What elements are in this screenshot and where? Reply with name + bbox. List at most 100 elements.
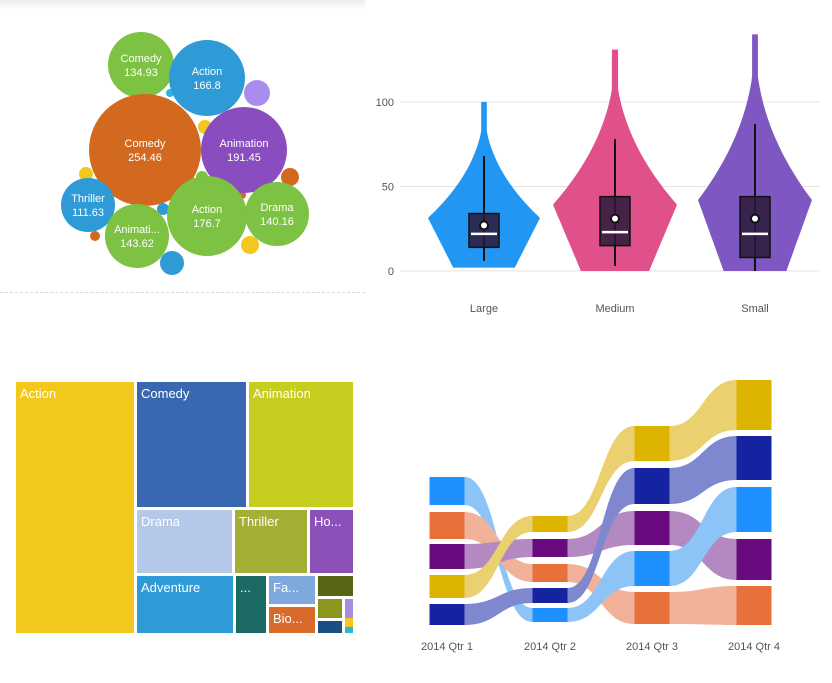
treemap-tile [318,576,353,596]
ribbon-segment [736,380,772,430]
treemap-tile-label: ... [240,580,251,595]
ribbon-segment [634,551,670,586]
treemap-chart: Action Comedy Animation Drama Thriller Ho... A… [16,382,353,633]
ribbon-segment [429,512,465,539]
ribbon-segment [429,477,465,505]
bubble-value: 134.93 [124,67,158,79]
ribbon-band [464,588,533,625]
small-bubble [241,236,259,254]
ribbon-band [669,487,737,586]
bubble-value: 254.46 [128,152,162,164]
ribbon-segment [634,511,670,545]
ribbon-segment [429,575,465,598]
violin-chart-panel: 0 50 100 Large Medium Small [365,0,832,330]
y-tick-label: 100 [376,97,394,109]
ribbon-band [669,436,737,504]
x-tick-label: Medium [595,303,634,315]
bubble-label: Animation [220,138,269,150]
bubble-label: Thriller [71,193,105,205]
y-tick-label: 50 [382,182,394,194]
treemap-tile [137,382,246,507]
mean-marker [610,213,620,224]
treemap-tile-label: Action [20,386,56,401]
treemap-tile [269,607,315,633]
ribbon-band [669,380,737,461]
iqr-box [739,195,771,259]
treemap-tile-label: Bio... [273,611,303,626]
ribbon-segment [634,468,670,504]
ribbon-segment [532,608,568,622]
bubble-value: 191.45 [227,152,261,164]
treemap-panel: Action Comedy Animation Drama Thriller Ho... A… [0,330,365,678]
ribbon-segment [736,586,772,625]
x-tick-label: Small [741,303,769,315]
x-axis-label: 2014 Qtr 2 [524,641,576,653]
treemap-tile [318,599,342,618]
ribbon-segment [429,604,465,625]
ribbon-segment [429,544,465,569]
small-bubble [90,231,100,241]
treemap-tile [137,510,232,573]
bubble [105,204,169,268]
treemap-tile [345,599,353,618]
treemap-tile [236,576,266,633]
x-axis-label: 2014 Qtr 3 [626,641,678,653]
ribbon-band [567,426,635,532]
ribbon-band [464,516,533,598]
ribbon-segment [532,588,568,603]
small-bubble [244,80,270,106]
small-bubble [281,168,299,186]
bubble-value: 176.7 [193,218,221,230]
ribbon-band [567,468,635,603]
bubble-label: Animati... [114,224,160,236]
treemap-tile [269,576,315,604]
bubble [108,32,174,98]
treemap-tile [16,382,134,633]
x-axis-label: 2014 Qtr 4 [728,641,780,653]
treemap-tile-label: Drama [141,514,181,529]
bubble-label: Action [192,66,223,78]
mean-marker [750,213,760,224]
bubble-label: Comedy [125,138,166,150]
treemap-tile-label: Animation [253,386,311,401]
ribbon-segment [532,539,568,557]
small-bubble [157,203,169,215]
bubble [167,176,247,256]
ribbon-segment [634,426,670,461]
treemap-tile-label: Thriller [239,514,279,529]
ribbon-segment [736,436,772,480]
mean-marker [479,220,489,231]
bubble [89,94,201,206]
treemap-tile [345,627,353,633]
bubble-value: 143.62 [120,238,154,250]
panel-divider-top [0,0,365,10]
bubble [169,40,245,116]
treemap-tile-label: Adventure [141,580,200,595]
ribbon-chart-panel: 2014 Qtr 1 2014 Qtr 2 2014 Qtr 3 2014 Qtr 4 [400,360,832,678]
bubble-chart: Comedy 134.93 Action 166.8 Comedy 254.46 Anima… [61,32,309,275]
treemap-tile-label: Fa... [273,580,299,595]
panel-divider-dashed [0,292,365,293]
ribbon-segment [532,516,568,532]
treemap-tile-label: Ho... [314,514,341,529]
bubble-label: Comedy [121,53,162,65]
small-bubble [79,167,93,181]
ribbon-band [567,551,635,622]
iqr-box [468,212,500,249]
treemap-tile [235,510,307,573]
bubble-label: Drama [260,202,294,214]
bubble-value: 166.8 [193,80,221,92]
ribbon-segment [736,487,772,532]
treemap-tile-label: Comedy [141,386,190,401]
treemap-tile [137,576,233,633]
violin-chart: 0 50 100 Large Medium Small [376,34,820,315]
bubble-chart-panel: Comedy 134.93 Action 166.8 Comedy 254.46 Anima… [0,0,365,290]
treemap-tile [318,621,342,633]
x-axis-label: 2014 Qtr 1 [421,641,473,653]
y-tick-label: 0 [388,266,394,278]
ribbon-segment [532,564,568,582]
ribbon-band [669,586,737,625]
ribbon-segment [736,539,772,580]
bubble-value: 111.63 [72,207,104,219]
bubble [61,178,115,232]
